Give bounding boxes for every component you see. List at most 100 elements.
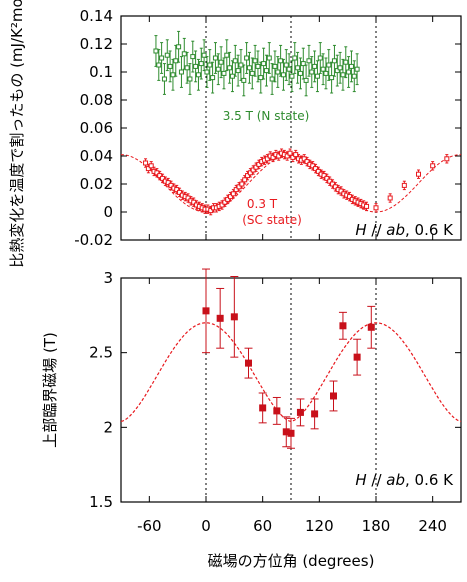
sc-state-point	[247, 170, 253, 176]
n-state-point	[266, 55, 272, 61]
n-state-point	[295, 65, 301, 71]
sc-state-point	[222, 199, 228, 205]
n-state-point	[218, 59, 224, 65]
n-state-point	[232, 58, 238, 64]
x-tick-label: -60	[137, 517, 162, 535]
panel2-plot-frame	[120, 277, 462, 503]
sc-state-point	[177, 189, 183, 195]
n-state-point	[320, 66, 326, 72]
n-state-point	[201, 52, 207, 58]
n-state-point	[210, 75, 216, 81]
x-tick-label: 60	[253, 517, 272, 535]
n-state-point	[263, 68, 269, 74]
x-tick-label: 0	[201, 517, 211, 535]
sc-state-point	[373, 205, 379, 211]
x-tick-label: 120	[305, 517, 334, 535]
n-state-point	[272, 63, 278, 69]
n-state-point	[227, 65, 233, 71]
hc2-fit-curve	[120, 322, 462, 423]
x-tick-label: 180	[362, 517, 391, 535]
n-state-point	[252, 58, 258, 64]
n-state-point	[255, 63, 261, 69]
sc-state-point	[284, 153, 290, 159]
panel2-y-tick-label: 2.5	[89, 344, 113, 362]
sc-state-point	[315, 168, 321, 174]
n-state-point	[289, 73, 295, 79]
n-state-point	[190, 54, 196, 60]
hc2-point	[339, 322, 347, 330]
condition-H: H	[355, 471, 366, 489]
n-state-point	[354, 66, 360, 72]
sc-state-point	[185, 195, 191, 201]
sc-state-point	[401, 182, 407, 188]
n-state-point	[334, 68, 340, 74]
n-state-point	[212, 55, 218, 61]
sc-state-point	[225, 196, 231, 202]
n-state-point	[317, 55, 323, 61]
sc-state-point	[387, 195, 393, 201]
sc-state-point	[332, 184, 338, 190]
sc-state-point	[313, 166, 319, 172]
n-state-point	[193, 63, 199, 69]
n-state-point	[178, 69, 184, 75]
sc-state-point	[219, 202, 225, 208]
hc2-point	[282, 428, 290, 436]
sc-state-point	[191, 199, 197, 205]
n-state-point	[331, 58, 337, 64]
n-state-point	[326, 62, 332, 68]
n-state-point	[340, 72, 346, 78]
hc2-point	[353, 353, 361, 361]
n-state-point	[159, 55, 165, 61]
sc-state-point	[250, 167, 256, 173]
n-state-point	[312, 63, 318, 69]
condition-sym: //	[367, 221, 387, 239]
condition-dir: ab	[386, 471, 405, 489]
n-state-point	[343, 59, 349, 65]
sc-state-point	[256, 161, 262, 167]
n-state-point	[235, 68, 241, 74]
sc-state-point	[157, 173, 163, 179]
hc2-point	[367, 323, 375, 331]
sc-state-point	[416, 171, 421, 177]
n-state-point	[164, 52, 170, 58]
sc-state-point	[430, 163, 436, 169]
n-state-point	[221, 70, 227, 76]
n-state-point	[292, 55, 298, 61]
sc-state-point	[233, 187, 239, 193]
sc-state-point	[165, 180, 171, 186]
n-state-point	[224, 52, 230, 58]
panel1-y-axis-label: 比熱変化を温度で割ったもの (mJ/K²mol)	[8, 0, 26, 268]
n-state-point	[314, 73, 320, 79]
sc-state-point	[304, 159, 310, 165]
condition-H: H	[355, 221, 366, 239]
n-state-point	[269, 76, 275, 82]
hc2-point	[311, 410, 319, 418]
n-state-point	[244, 55, 250, 61]
hc2-point	[330, 392, 337, 400]
n-state-point	[300, 61, 306, 67]
n-state-point	[306, 58, 312, 64]
hc2-point	[202, 307, 210, 315]
condition-temp: , 0.6 K	[405, 471, 454, 489]
sc-state-point	[290, 154, 296, 160]
panel2-y-axis-label: 上部臨界磁場 (T)	[41, 332, 59, 448]
n-state-point	[329, 75, 335, 81]
sc-state-point	[324, 175, 330, 181]
n-state-point	[346, 69, 352, 75]
sc-state-point	[444, 156, 450, 162]
sc-state-point	[154, 170, 160, 176]
sc-state-point	[236, 184, 242, 190]
sc-state-point	[338, 188, 344, 194]
n-state-point	[187, 76, 193, 82]
panel1-y-tick-label: 0.02	[80, 175, 113, 193]
n-state-point	[261, 61, 267, 67]
panel2-y-tick-label: 1.5	[89, 493, 113, 511]
hc2-point	[259, 404, 267, 412]
sc-state-point	[174, 187, 180, 193]
n-state-point	[275, 69, 281, 75]
sc-state-point	[168, 182, 174, 188]
sc-state-point	[228, 194, 234, 200]
sc-state-point	[264, 156, 270, 162]
hc2-point	[216, 314, 224, 322]
condition-temp: , 0.6 K	[405, 221, 454, 239]
